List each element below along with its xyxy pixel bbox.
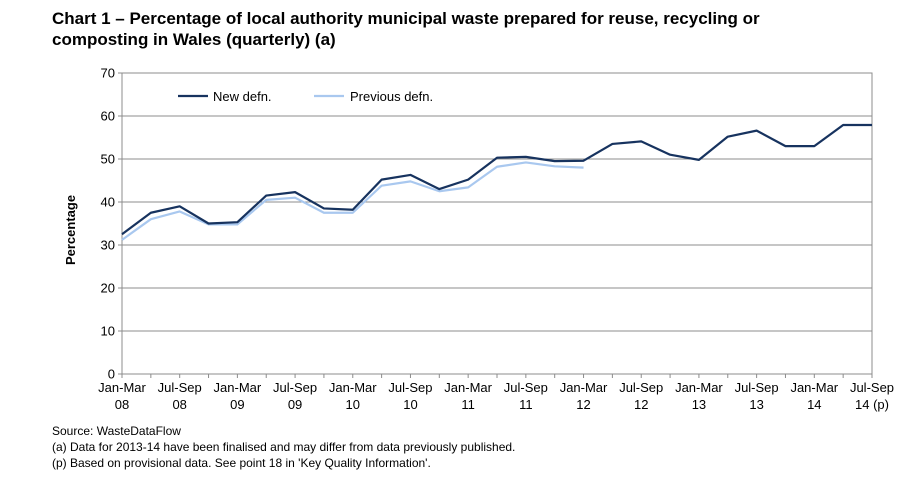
y-tick-label: 20 — [101, 281, 115, 296]
x-tick-label-line2: 10 — [346, 397, 360, 412]
x-tick-label-line2: 11 — [461, 397, 475, 412]
chart-title-line1: Chart 1 – Percentage of local authority … — [52, 9, 760, 28]
y-tick-label: 0 — [108, 367, 115, 382]
x-tick-label-line2: 11 — [519, 397, 533, 412]
x-tick-label-line1: Jul-Sep — [388, 380, 432, 395]
x-tick-label-line1: Jul-Sep — [735, 380, 779, 395]
x-tick-label-line1: Jan-Mar — [98, 380, 146, 395]
x-tick-label-line2: 12 — [576, 397, 590, 412]
x-tick-label-line2: 12 — [634, 397, 648, 412]
footnotes: Source: WasteDataFlow (a) Data for 2013-… — [52, 423, 515, 471]
x-tick-label-line1: Jul-Sep — [850, 380, 894, 395]
source-note: Source: WasteDataFlow — [52, 424, 181, 438]
legend: New defn. Previous defn. — [178, 89, 433, 104]
x-tick-label-line2: 13 — [692, 397, 706, 412]
x-axis-ticks: Jan-Mar 08 Jul-Sep 08 Jan-Mar 09 Jul-Sep 09 Jan-… — [98, 374, 894, 412]
legend-label: New defn. — [213, 89, 272, 104]
x-tick-label-line2: 09 — [288, 397, 302, 412]
data-series — [121, 123, 872, 241]
series-line-new-defn — [121, 123, 872, 236]
note-a: (a) Data for 2013-14 have been finalised… — [52, 440, 516, 454]
legend-label: Previous defn. — [350, 89, 433, 104]
x-tick-label-line2: 09 — [230, 397, 244, 412]
chart-title-line2: composting in Wales (quarterly) (a) — [52, 30, 336, 49]
x-tick-label-line1: Jul-Sep — [158, 380, 202, 395]
y-axis-label: Percentage — [63, 195, 78, 265]
y-tick-label: 30 — [101, 238, 115, 253]
y-tick-label: 60 — [101, 109, 115, 124]
x-tick-label-line1: Jan-Mar — [790, 380, 838, 395]
series-line-previous-defn — [121, 161, 584, 241]
note-p: (p) Based on provisional data. See point… — [52, 456, 431, 470]
plot-area-frame — [121, 72, 873, 375]
y-tick-label: 50 — [101, 152, 115, 167]
x-tick-label-line2: 14 (p) — [855, 397, 889, 412]
x-tick-label-line2: 13 — [749, 397, 763, 412]
x-tick-label-line2: 08 — [115, 397, 129, 412]
x-tick-label-line1: Jan-Mar — [675, 380, 723, 395]
y-axis-ticks: 0 10 20 30 40 50 60 70 — [101, 66, 122, 382]
x-tick-label-line1: Jan-Mar — [560, 380, 608, 395]
x-tick-label-line2: 14 — [807, 397, 821, 412]
y-tick-label: 70 — [101, 66, 115, 81]
x-tick-label-line1: Jan-Mar — [329, 380, 377, 395]
y-tick-label: 10 — [101, 324, 115, 339]
x-tick-label-line2: 10 — [403, 397, 417, 412]
x-tick-label-line2: 08 — [172, 397, 186, 412]
y-tick-label: 40 — [101, 195, 115, 210]
chart-title: Chart 1 – Percentage of local authority … — [52, 8, 912, 50]
x-tick-label-line1: Jan-Mar — [444, 380, 492, 395]
x-tick-label-line1: Jul-Sep — [619, 380, 663, 395]
x-tick-label-line1: Jul-Sep — [504, 380, 548, 395]
x-tick-label-line1: Jan-Mar — [214, 380, 262, 395]
x-tick-label-line1: Jul-Sep — [273, 380, 317, 395]
